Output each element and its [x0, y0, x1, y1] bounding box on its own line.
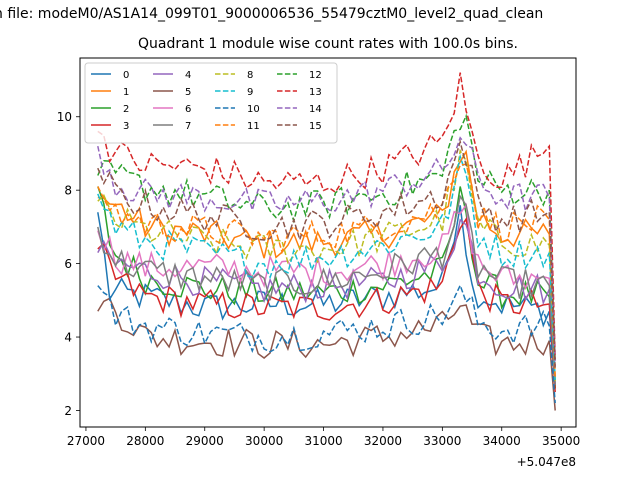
series-line-2 — [97, 186, 556, 389]
x-tick-label: 28000 — [126, 434, 164, 448]
legend-label-10: 10 — [247, 104, 260, 115]
x-tick-label: 30000 — [245, 434, 283, 448]
series-line-9 — [97, 153, 556, 382]
y-tick-label: 4 — [64, 331, 72, 345]
y-tick-label: 8 — [64, 184, 72, 198]
suptitle-text: h file: modeM0/AS1A14_099T01_9000006536_… — [0, 6, 544, 22]
x-tick-label: 33000 — [423, 434, 461, 448]
legend-label-4: 4 — [185, 70, 191, 81]
legend-label-0: 0 — [123, 70, 129, 81]
legend-label-6: 6 — [185, 104, 191, 115]
axes-frame — [79, 57, 577, 428]
series-line-15 — [97, 139, 556, 371]
x-axis-offset-label: +5.047e8 — [517, 455, 576, 469]
x-axis: 27000 28000 29000 30000 31000 32000 33000 34000… — [67, 427, 580, 448]
series-line-11 — [97, 163, 556, 378]
legend-label-14: 14 — [309, 104, 322, 115]
x-tick-label: 27000 — [67, 434, 105, 448]
series-line-6 — [97, 202, 556, 378]
legend-label-11: 11 — [247, 121, 260, 132]
series-line-13 — [97, 72, 556, 360]
series-line-8 — [97, 148, 556, 382]
x-tick-label: 29000 — [186, 434, 224, 448]
legend-label-2: 2 — [123, 104, 129, 115]
x-tick-label: 35000 — [542, 434, 580, 448]
series-line-5 — [97, 297, 556, 411]
legend-label-9: 9 — [247, 87, 253, 98]
legend-label-12: 12 — [309, 70, 322, 81]
legend-box — [84, 62, 338, 144]
y-tick-label: 6 — [64, 257, 72, 271]
series-line-12 — [97, 113, 556, 363]
x-tick-label: 32000 — [364, 434, 402, 448]
legend-label-1: 1 — [123, 87, 129, 98]
y-axis: 2 4 6 8 10 — [57, 110, 80, 418]
plot-area — [97, 72, 556, 411]
legend-label-3: 3 — [123, 121, 129, 132]
x-tick-label: 34000 — [483, 434, 521, 448]
legend-label-15: 15 — [309, 121, 322, 132]
legend-label-8: 8 — [247, 70, 253, 81]
y-tick-label: 2 — [64, 404, 72, 418]
figure-suptitle: h file: modeM0/AS1A14_099T01_9000006536_… — [0, 4, 640, 28]
legend-label-13: 13 — [309, 87, 322, 98]
legend-label-5: 5 — [185, 87, 191, 98]
series-line-7 — [97, 194, 556, 385]
y-tick-label: 10 — [57, 110, 72, 124]
legend-label-7: 7 — [185, 121, 191, 132]
chart-title: Quadrant 1 module wise count rates with … — [138, 36, 518, 52]
series-line-14 — [97, 136, 556, 367]
x-tick-label: 31000 — [304, 434, 342, 448]
